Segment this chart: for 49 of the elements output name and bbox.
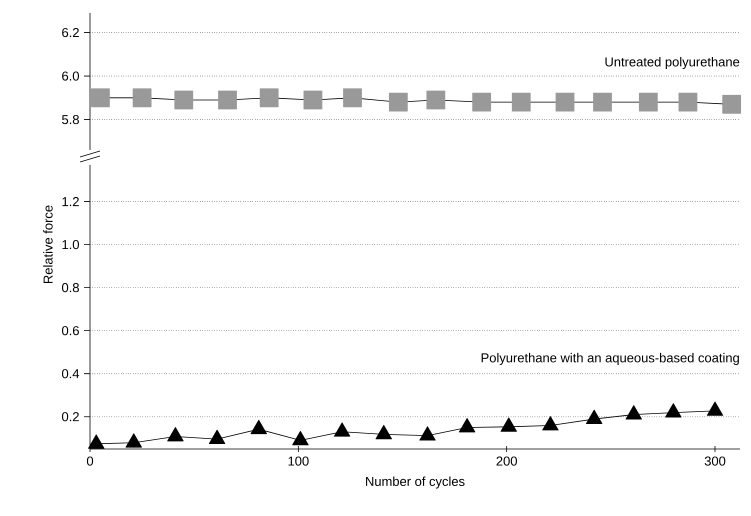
- point: [388, 92, 408, 112]
- annotation: Untreated polyurethane: [605, 56, 740, 70]
- point: [250, 420, 267, 434]
- point: [458, 418, 476, 432]
- point: [542, 416, 559, 430]
- point: [91, 88, 110, 108]
- point: [174, 90, 194, 110]
- point: [593, 92, 612, 112]
- point: [260, 88, 279, 108]
- point: [722, 94, 742, 114]
- point: [556, 92, 574, 112]
- point: [678, 92, 698, 112]
- point: [512, 92, 531, 112]
- point: [343, 88, 362, 108]
- y-tick-label: 0.4: [62, 369, 80, 378]
- y-tick-label: 6.0: [62, 71, 79, 81]
- point: [376, 424, 392, 440]
- point: [638, 92, 658, 112]
- point: [218, 90, 237, 110]
- y-axis-title: Relative force: [43, 206, 53, 284]
- point: [126, 433, 142, 448]
- point: [626, 405, 642, 420]
- point: [665, 403, 682, 418]
- y-tick-label: 0.8: [62, 283, 79, 292]
- x-tick-label: 200: [496, 456, 517, 466]
- point: [292, 430, 309, 446]
- point: [167, 427, 184, 442]
- point: [419, 426, 436, 441]
- y-tick-label: 6.2: [62, 28, 79, 38]
- point: [334, 422, 350, 437]
- y-tick-label: 0.6: [62, 326, 79, 336]
- y-tick-label: 1.0: [62, 240, 79, 250]
- x-tick-label: 100: [288, 456, 309, 466]
- y-tick-label: 0.2: [62, 412, 79, 422]
- point: [88, 434, 104, 449]
- point: [426, 90, 446, 110]
- point: [500, 417, 517, 432]
- x-tick-label: 300: [704, 456, 726, 466]
- x-tick-label: 0: [86, 456, 94, 466]
- y-tick-label: 5.8: [62, 114, 79, 124]
- point: [304, 90, 322, 110]
- y-tick-label: 1.2: [62, 197, 79, 206]
- point: [132, 88, 152, 108]
- x-axis-title: Number of cycles: [366, 476, 465, 489]
- point: [706, 402, 724, 416]
- point: [208, 430, 226, 444]
- point: [586, 410, 602, 424]
- annotation: Polyurethane with an aqueous-based coating: [482, 352, 739, 365]
- point: [472, 92, 492, 112]
